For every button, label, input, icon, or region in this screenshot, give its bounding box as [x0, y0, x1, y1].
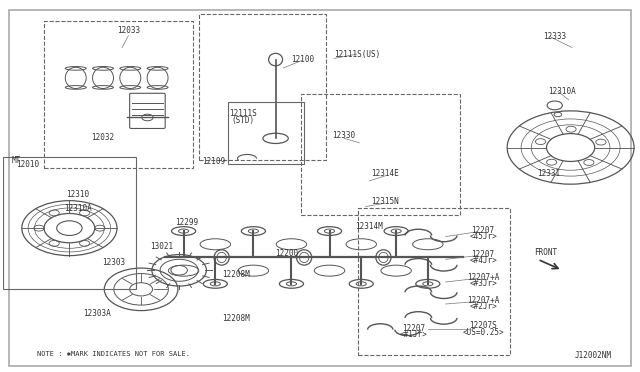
Text: 12109: 12109	[202, 157, 225, 166]
Text: 12033: 12033	[117, 26, 140, 35]
Text: 12111S: 12111S	[228, 109, 257, 118]
Text: 12207: 12207	[472, 226, 495, 235]
Text: 12314E: 12314E	[371, 169, 399, 179]
Text: 12207+A: 12207+A	[467, 273, 499, 282]
Text: 12207+A: 12207+A	[467, 296, 499, 305]
Text: 12310A: 12310A	[548, 87, 576, 96]
Text: 12032: 12032	[91, 133, 114, 142]
Text: 12299: 12299	[175, 218, 198, 227]
Text: FRONT: FRONT	[534, 248, 557, 257]
Text: 12330: 12330	[333, 131, 356, 140]
Text: 12207: 12207	[403, 324, 426, 333]
Text: <US=0.25>: <US=0.25>	[462, 328, 504, 337]
Text: 12310: 12310	[66, 190, 89, 199]
Text: 12207: 12207	[472, 250, 495, 259]
Bar	[3, 157, 136, 289]
Text: 12303A: 12303A	[83, 309, 111, 318]
Text: 12207S: 12207S	[469, 321, 497, 330]
Bar	[358, 208, 510, 355]
Text: 12111S(US): 12111S(US)	[333, 50, 380, 59]
Text: 12208M: 12208M	[222, 314, 250, 323]
Bar	[228, 102, 304, 164]
Text: <45Jr>: <45Jr>	[469, 232, 497, 241]
Text: 12100: 12100	[291, 55, 314, 64]
Text: 12315N: 12315N	[371, 197, 399, 206]
Text: 12208M: 12208M	[222, 270, 250, 279]
Text: <#1Jr>: <#1Jr>	[400, 330, 428, 339]
Text: 12314M: 12314M	[356, 222, 383, 231]
Text: 12010: 12010	[17, 160, 40, 169]
Text: 12333: 12333	[543, 32, 566, 41]
Text: 12303: 12303	[102, 258, 125, 267]
Text: 12310A: 12310A	[64, 204, 92, 213]
Bar	[44, 21, 193, 168]
Text: (STD): (STD)	[231, 116, 254, 125]
Bar	[200, 14, 326, 160]
Text: NOTE : ✱MARK INDICATES NOT FOR SALE.: NOTE : ✱MARK INDICATES NOT FOR SALE.	[37, 351, 190, 357]
Text: J12002NM: J12002NM	[574, 351, 611, 360]
Bar	[301, 94, 460, 215]
Text: <#3Jr>: <#3Jr>	[469, 279, 497, 288]
Text: <#4Jr>: <#4Jr>	[469, 256, 497, 265]
Text: 12200: 12200	[275, 249, 299, 258]
Text: 13021: 13021	[150, 242, 173, 251]
Text: MT: MT	[12, 156, 21, 165]
Text: 12331: 12331	[537, 169, 560, 179]
Text: <#2Jr>: <#2Jr>	[469, 302, 497, 311]
